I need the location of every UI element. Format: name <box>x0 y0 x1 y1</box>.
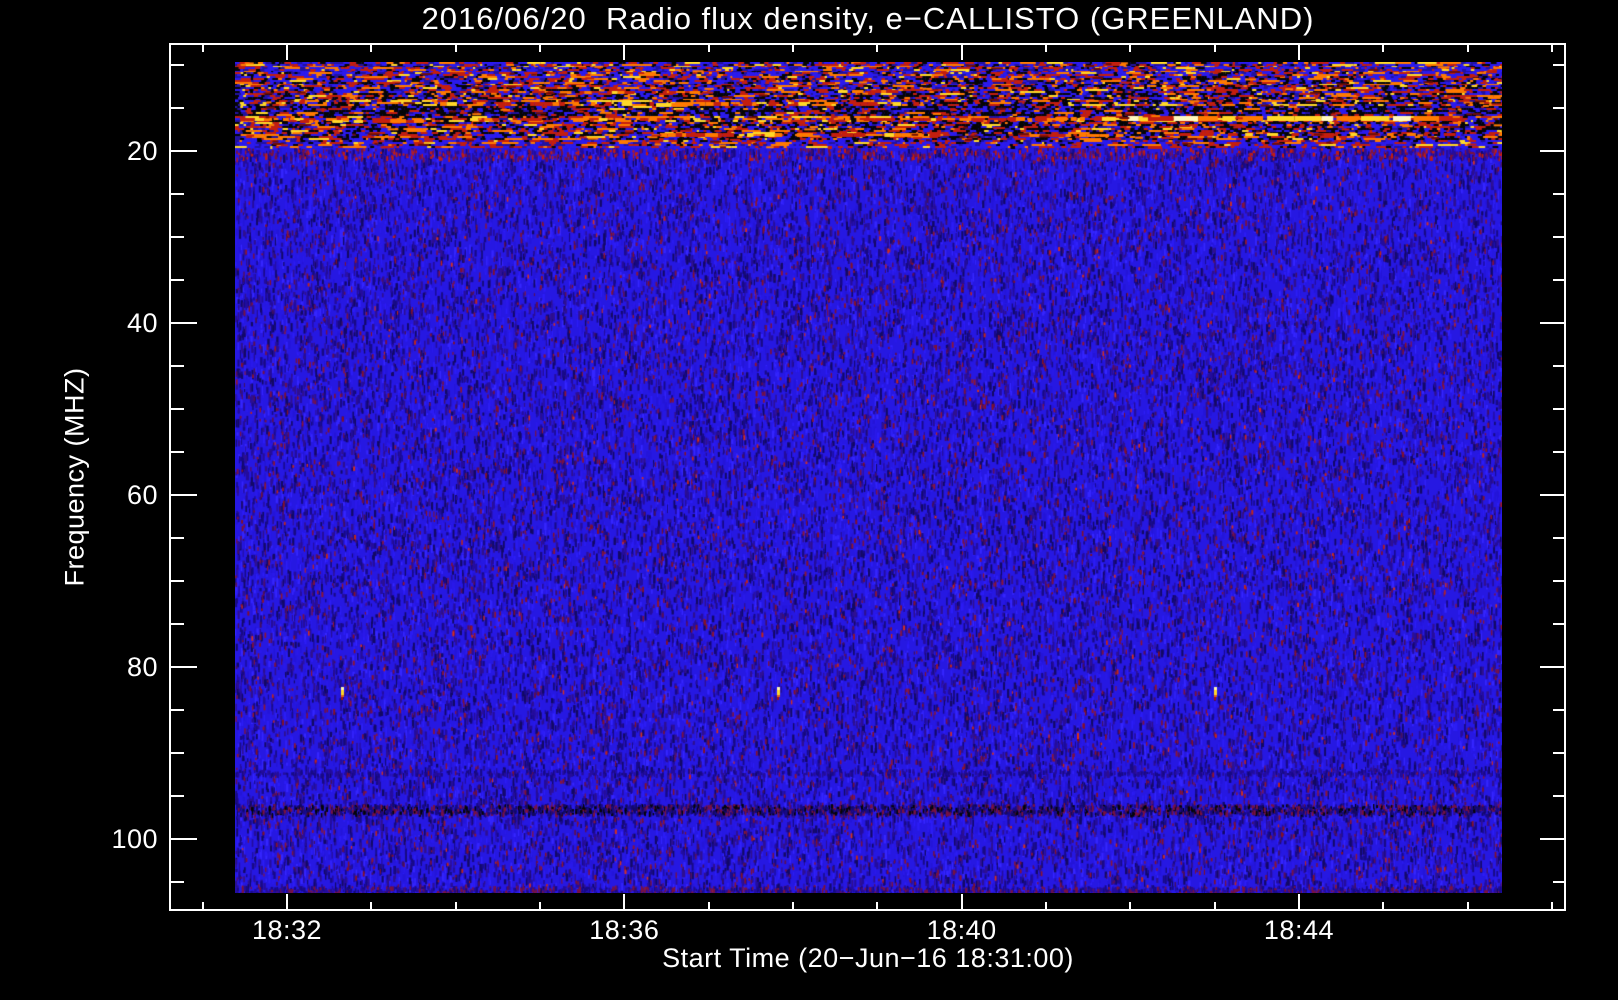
axis-tick <box>1553 795 1566 797</box>
axis-tick <box>1553 279 1566 281</box>
axis-tick <box>1553 881 1566 883</box>
axis-tick <box>171 881 184 883</box>
axis-tick <box>171 623 184 625</box>
axis-tick <box>1466 902 1469 910</box>
axis-tick <box>707 902 710 910</box>
axis-tick <box>171 322 197 324</box>
axis-tick <box>171 838 197 840</box>
axis-tick <box>876 902 879 910</box>
axis-tick <box>1540 838 1566 840</box>
axis-tick <box>960 894 963 910</box>
plot-title: 2016/06/20 Radio flux density, e−CALLIST… <box>421 1 1315 36</box>
y-tick-label: 40 <box>126 308 158 338</box>
axis-tick <box>960 44 963 60</box>
plot-frame <box>169 43 1566 911</box>
axis-tick <box>201 902 204 910</box>
axis-tick <box>538 902 541 910</box>
axis-tick <box>1553 236 1566 238</box>
axis-tick <box>1382 44 1385 52</box>
axis-tick <box>171 193 184 195</box>
axis-tick <box>171 666 197 668</box>
axis-tick <box>171 752 184 754</box>
axis-tick <box>1553 408 1566 410</box>
axis-tick <box>1297 894 1300 910</box>
axis-tick <box>1044 44 1047 52</box>
axis-tick <box>286 894 288 910</box>
axis-tick <box>171 795 184 797</box>
axis-tick <box>171 150 197 152</box>
axis-tick <box>370 44 373 52</box>
x-tick-label: 18:44 <box>1263 915 1334 945</box>
y-axis-label: Frequency (MHZ) <box>59 367 90 587</box>
axis-tick <box>1553 580 1566 582</box>
axis-tick <box>1129 902 1132 910</box>
axis-tick <box>1297 44 1300 60</box>
axis-tick <box>1553 365 1566 367</box>
axis-tick <box>171 107 184 109</box>
axis-tick <box>791 44 794 52</box>
axis-tick <box>171 365 184 367</box>
axis-tick <box>1540 150 1566 152</box>
axis-tick <box>454 44 457 52</box>
axis-tick <box>171 64 184 66</box>
axis-tick <box>171 236 184 238</box>
y-tick-label: 20 <box>126 136 158 166</box>
axis-tick <box>286 44 288 60</box>
axis-tick <box>1213 44 1216 52</box>
x-tick-label: 18:32 <box>251 915 323 945</box>
axis-tick <box>623 44 626 60</box>
axis-tick <box>1553 537 1566 539</box>
axis-tick <box>171 709 184 711</box>
axis-tick <box>1540 322 1566 324</box>
axis-tick <box>1540 666 1566 668</box>
axis-tick <box>1540 494 1566 496</box>
axis-tick <box>623 894 626 910</box>
axis-tick <box>1550 902 1553 910</box>
axis-tick <box>1553 64 1566 66</box>
axis-tick <box>454 902 457 910</box>
axis-tick <box>1553 107 1566 109</box>
axis-tick <box>1553 193 1566 195</box>
axis-tick <box>171 494 197 496</box>
y-tick-label: 80 <box>126 652 158 682</box>
axis-tick <box>1213 902 1216 910</box>
axis-tick <box>171 580 184 582</box>
axis-tick <box>707 44 710 52</box>
axis-tick <box>1044 902 1047 910</box>
axis-tick <box>1553 623 1566 625</box>
axis-tick <box>1129 44 1132 52</box>
axis-tick <box>370 902 373 910</box>
axis-tick <box>538 44 541 52</box>
x-tick-label: 18:36 <box>589 915 660 945</box>
axis-tick <box>1553 709 1566 711</box>
axis-tick <box>1466 44 1469 52</box>
axis-tick <box>201 44 204 52</box>
axis-tick <box>876 44 879 52</box>
axis-tick <box>1553 752 1566 754</box>
axis-tick <box>1382 902 1385 910</box>
axis-tick <box>171 408 184 410</box>
axis-tick <box>791 902 794 910</box>
axis-tick <box>1550 44 1553 52</box>
spectrogram-image <box>235 62 1502 893</box>
y-tick-label: 100 <box>111 824 158 854</box>
axis-tick <box>171 451 184 453</box>
axis-tick <box>1553 451 1566 453</box>
axis-tick <box>171 279 184 281</box>
x-axis-label: Start Time (20−Jun−16 18:31:00) <box>662 943 1074 973</box>
y-tick-label: 60 <box>126 480 158 510</box>
axis-tick <box>171 537 184 539</box>
x-tick-label: 18:40 <box>926 915 997 945</box>
